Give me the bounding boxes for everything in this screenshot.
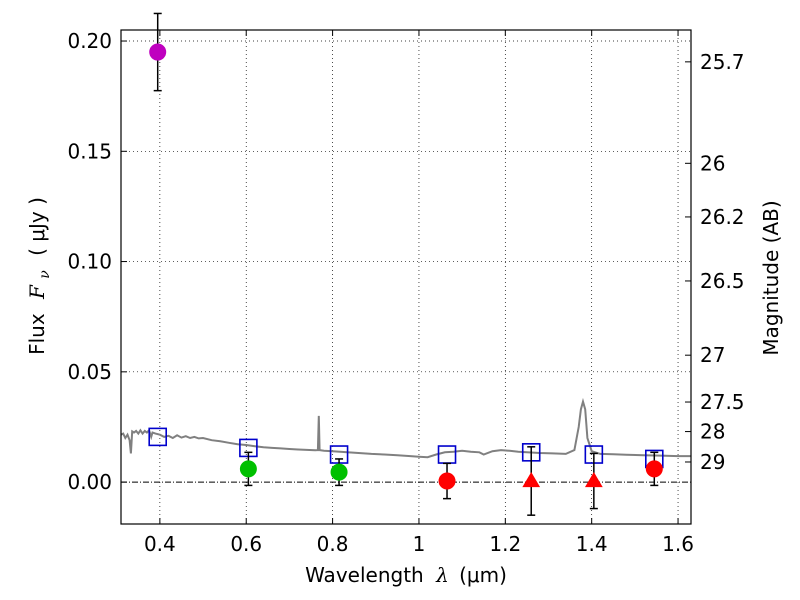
x-tick-label: 1.2 [489,532,521,556]
observed-upper-limit [522,472,541,488]
observed-point [239,460,257,478]
sed-curve [120,397,691,459]
y-tick-label: 0.00 [67,470,112,494]
x-tick-label: 1 [413,532,426,556]
y-tick-labels: 0.00 0.05 0.10 0.15 0.20 [67,29,112,494]
y2-tick-label: 26.5 [700,269,745,293]
x-tick-label: 0.8 [317,532,349,556]
x-tick-label: 0.4 [144,532,176,556]
y-tick-label: 0.10 [67,250,112,274]
y-axis-title: Flux F ν ( μJy ) [25,197,54,355]
model-point [148,427,168,447]
y2-tick-label: 28 [700,420,725,444]
y-tick-label: 0.05 [67,360,112,384]
x-tick-label: 0.6 [230,532,262,556]
observed-point [149,43,167,61]
error-bars-layer [153,12,659,516]
y2-axis-title: Magnitude (AB) [759,200,783,355]
x-axis-title: Wavelength λ (μm) [305,563,507,587]
y2-tick-label: 25.7 [700,50,745,74]
x-tick-labels: 0.4 0.6 0.8 1 1.2 1.4 1.6 [144,532,694,556]
x-tick-label: 1.4 [576,532,608,556]
y2-tick-label: 26 [700,151,725,175]
y-tick-label: 0.15 [67,139,112,163]
y2-tick-label: 26.2 [700,205,745,229]
plot-frame [120,29,692,525]
y2-tick-label: 27 [700,343,725,367]
grid [121,30,691,524]
observed-point [438,472,456,490]
observed-upper-limit [584,472,603,488]
model-photometry-layer [148,427,664,469]
x-tick-label: 1.6 [662,532,694,556]
observed-point [330,463,348,481]
y2-tick-label: 29 [700,450,725,474]
model-point [437,445,457,464]
sed-model-layer [120,397,691,459]
y2-tick-labels: 25.7 26 26.2 26.5 27 27.5 28 29 [700,50,745,474]
observed-photometry-layer [149,43,663,490]
observed-point [645,460,663,478]
y-tick-label: 0.20 [67,29,112,53]
y2-tick-label: 27.5 [700,390,745,414]
axis-ticks [121,30,691,524]
